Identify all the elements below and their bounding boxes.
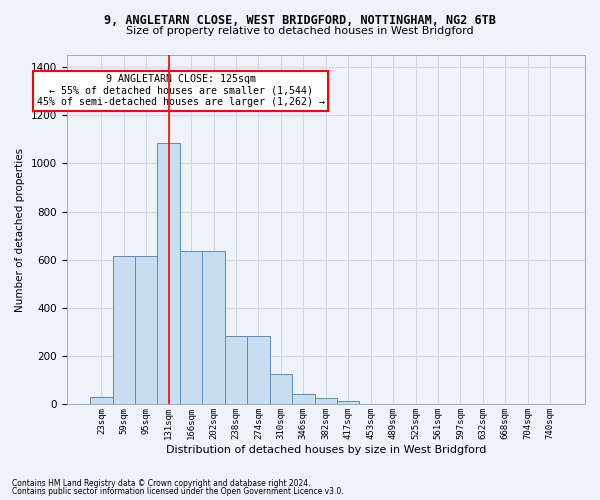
Bar (113, 256, 135, 404)
Text: 9, ANGLETARN CLOSE, WEST BRIDGFORD, NOTTINGHAM, NG2 6TB: 9, ANGLETARN CLOSE, WEST BRIDGFORD, NOTT… (104, 14, 496, 27)
Text: Size of property relative to detached houses in West Bridgford: Size of property relative to detached ho… (126, 26, 474, 36)
Bar (337, 401, 359, 404)
Text: Contains public sector information licensed under the Open Government Licence v3: Contains public sector information licen… (12, 487, 344, 496)
Bar (314, 398, 337, 404)
Bar (135, 256, 157, 404)
Bar (90, 397, 113, 404)
Bar (202, 252, 225, 404)
Y-axis label: Number of detached properties: Number of detached properties (15, 148, 25, 312)
Text: Contains HM Land Registry data © Crown copyright and database right 2024.: Contains HM Land Registry data © Crown c… (12, 478, 311, 488)
Text: 9 ANGLETARN CLOSE: 125sqm
← 55% of detached houses are smaller (1,544)
45% of se: 9 ANGLETARN CLOSE: 125sqm ← 55% of detac… (37, 74, 325, 108)
Bar (292, 394, 314, 404)
Bar (180, 252, 202, 404)
Bar (225, 336, 247, 404)
Bar (247, 336, 269, 404)
X-axis label: Distribution of detached houses by size in West Bridgford: Distribution of detached houses by size … (166, 445, 486, 455)
Bar (157, 143, 180, 405)
Bar (269, 374, 292, 404)
